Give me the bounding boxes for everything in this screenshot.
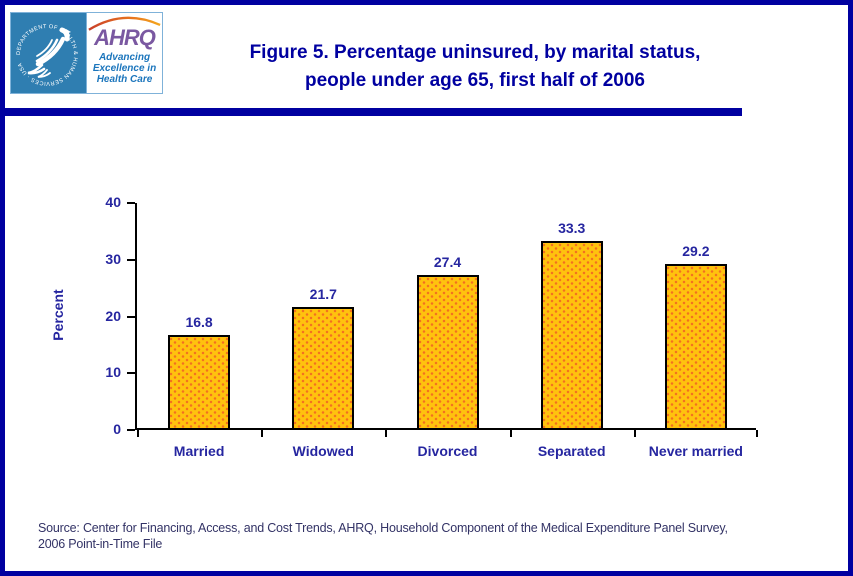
category-label-separated: Separated <box>537 443 606 459</box>
bar-divorced <box>416 274 479 430</box>
value-label-divorced: 27.4 <box>433 253 462 270</box>
hhs-seal: DEPARTMENT OF HEALTH & HUMAN SERVICES · … <box>11 13 86 93</box>
ahrq-swoosh-icon <box>88 16 161 31</box>
ahrq-tagline: Advancing Excellence in Health Care <box>93 52 156 86</box>
bar-separated <box>540 241 603 430</box>
y-tick-20 <box>127 315 135 318</box>
value-label-married: 16.8 <box>185 313 213 330</box>
x-tick-0 <box>137 430 139 437</box>
tagline-line-2: Excellence in <box>92 63 157 75</box>
bar-chart-plot-area: 0 10 20 30 40 16.8 Married 21.7 Widowed 27.4 Divor… <box>105 194 758 459</box>
bar-married <box>168 334 231 430</box>
figure-title-line-1: Figure 5. Percentage uninsured, by marit… <box>249 42 701 63</box>
x-tick-3 <box>509 430 512 437</box>
y-tick-label-20: 20 <box>105 307 121 324</box>
value-label-widowed: 21.7 <box>309 285 337 302</box>
y-tick-10 <box>127 372 135 375</box>
value-label-never-married: 29.2 <box>682 243 710 260</box>
tagline-line-3: Health Care <box>96 74 153 86</box>
source-note: Source: Center for Financing, Access, an… <box>38 520 828 553</box>
y-tick-40 <box>127 202 135 204</box>
source-note-line-1: Source: Center for Financing, Access, an… <box>38 521 728 535</box>
y-tick-label-10: 10 <box>105 364 121 381</box>
tagline-line-1: Advancing <box>98 52 151 63</box>
source-note-line-2: 2006 Point-in-Time File <box>38 537 163 552</box>
figure-title: Figure 5. Percentage uninsured, by marit… <box>160 39 790 94</box>
category-label-married: Married <box>173 443 225 459</box>
bar-never-married <box>664 264 727 430</box>
value-label-separated: 33.3 <box>558 220 586 237</box>
category-label-never-married: Never married <box>648 443 743 459</box>
bar-widowed <box>292 306 355 430</box>
ahrq-wordmark: AHRQ <box>94 25 156 50</box>
ahrq-logo: AHRQ Advancing Excellence in Health Care <box>86 13 162 93</box>
y-axis-label: Percent <box>50 289 66 341</box>
y-tick-30 <box>127 258 135 261</box>
category-label-widowed: Widowed <box>292 443 354 459</box>
x-tick-1 <box>261 430 264 437</box>
category-label-divorced: Divorced <box>417 443 478 459</box>
hhs-ahrq-logo: DEPARTMENT OF HEALTH & HUMAN SERVICES · … <box>10 12 163 94</box>
hhs-eagle-icon: DEPARTMENT OF HEALTH & HUMAN SERVICES · … <box>16 24 78 86</box>
y-tick-label-0: 0 <box>113 421 121 437</box>
y-tick-label-30: 30 <box>105 250 121 267</box>
title-divider <box>5 108 742 116</box>
figure-title-line-2: people under age 65, first half of 2006 <box>305 69 645 91</box>
x-tick-5 <box>756 430 758 437</box>
y-tick-0 <box>127 429 135 431</box>
x-tick-2 <box>385 430 388 437</box>
y-tick-label-40: 40 <box>105 194 121 210</box>
x-tick-4 <box>633 430 636 437</box>
